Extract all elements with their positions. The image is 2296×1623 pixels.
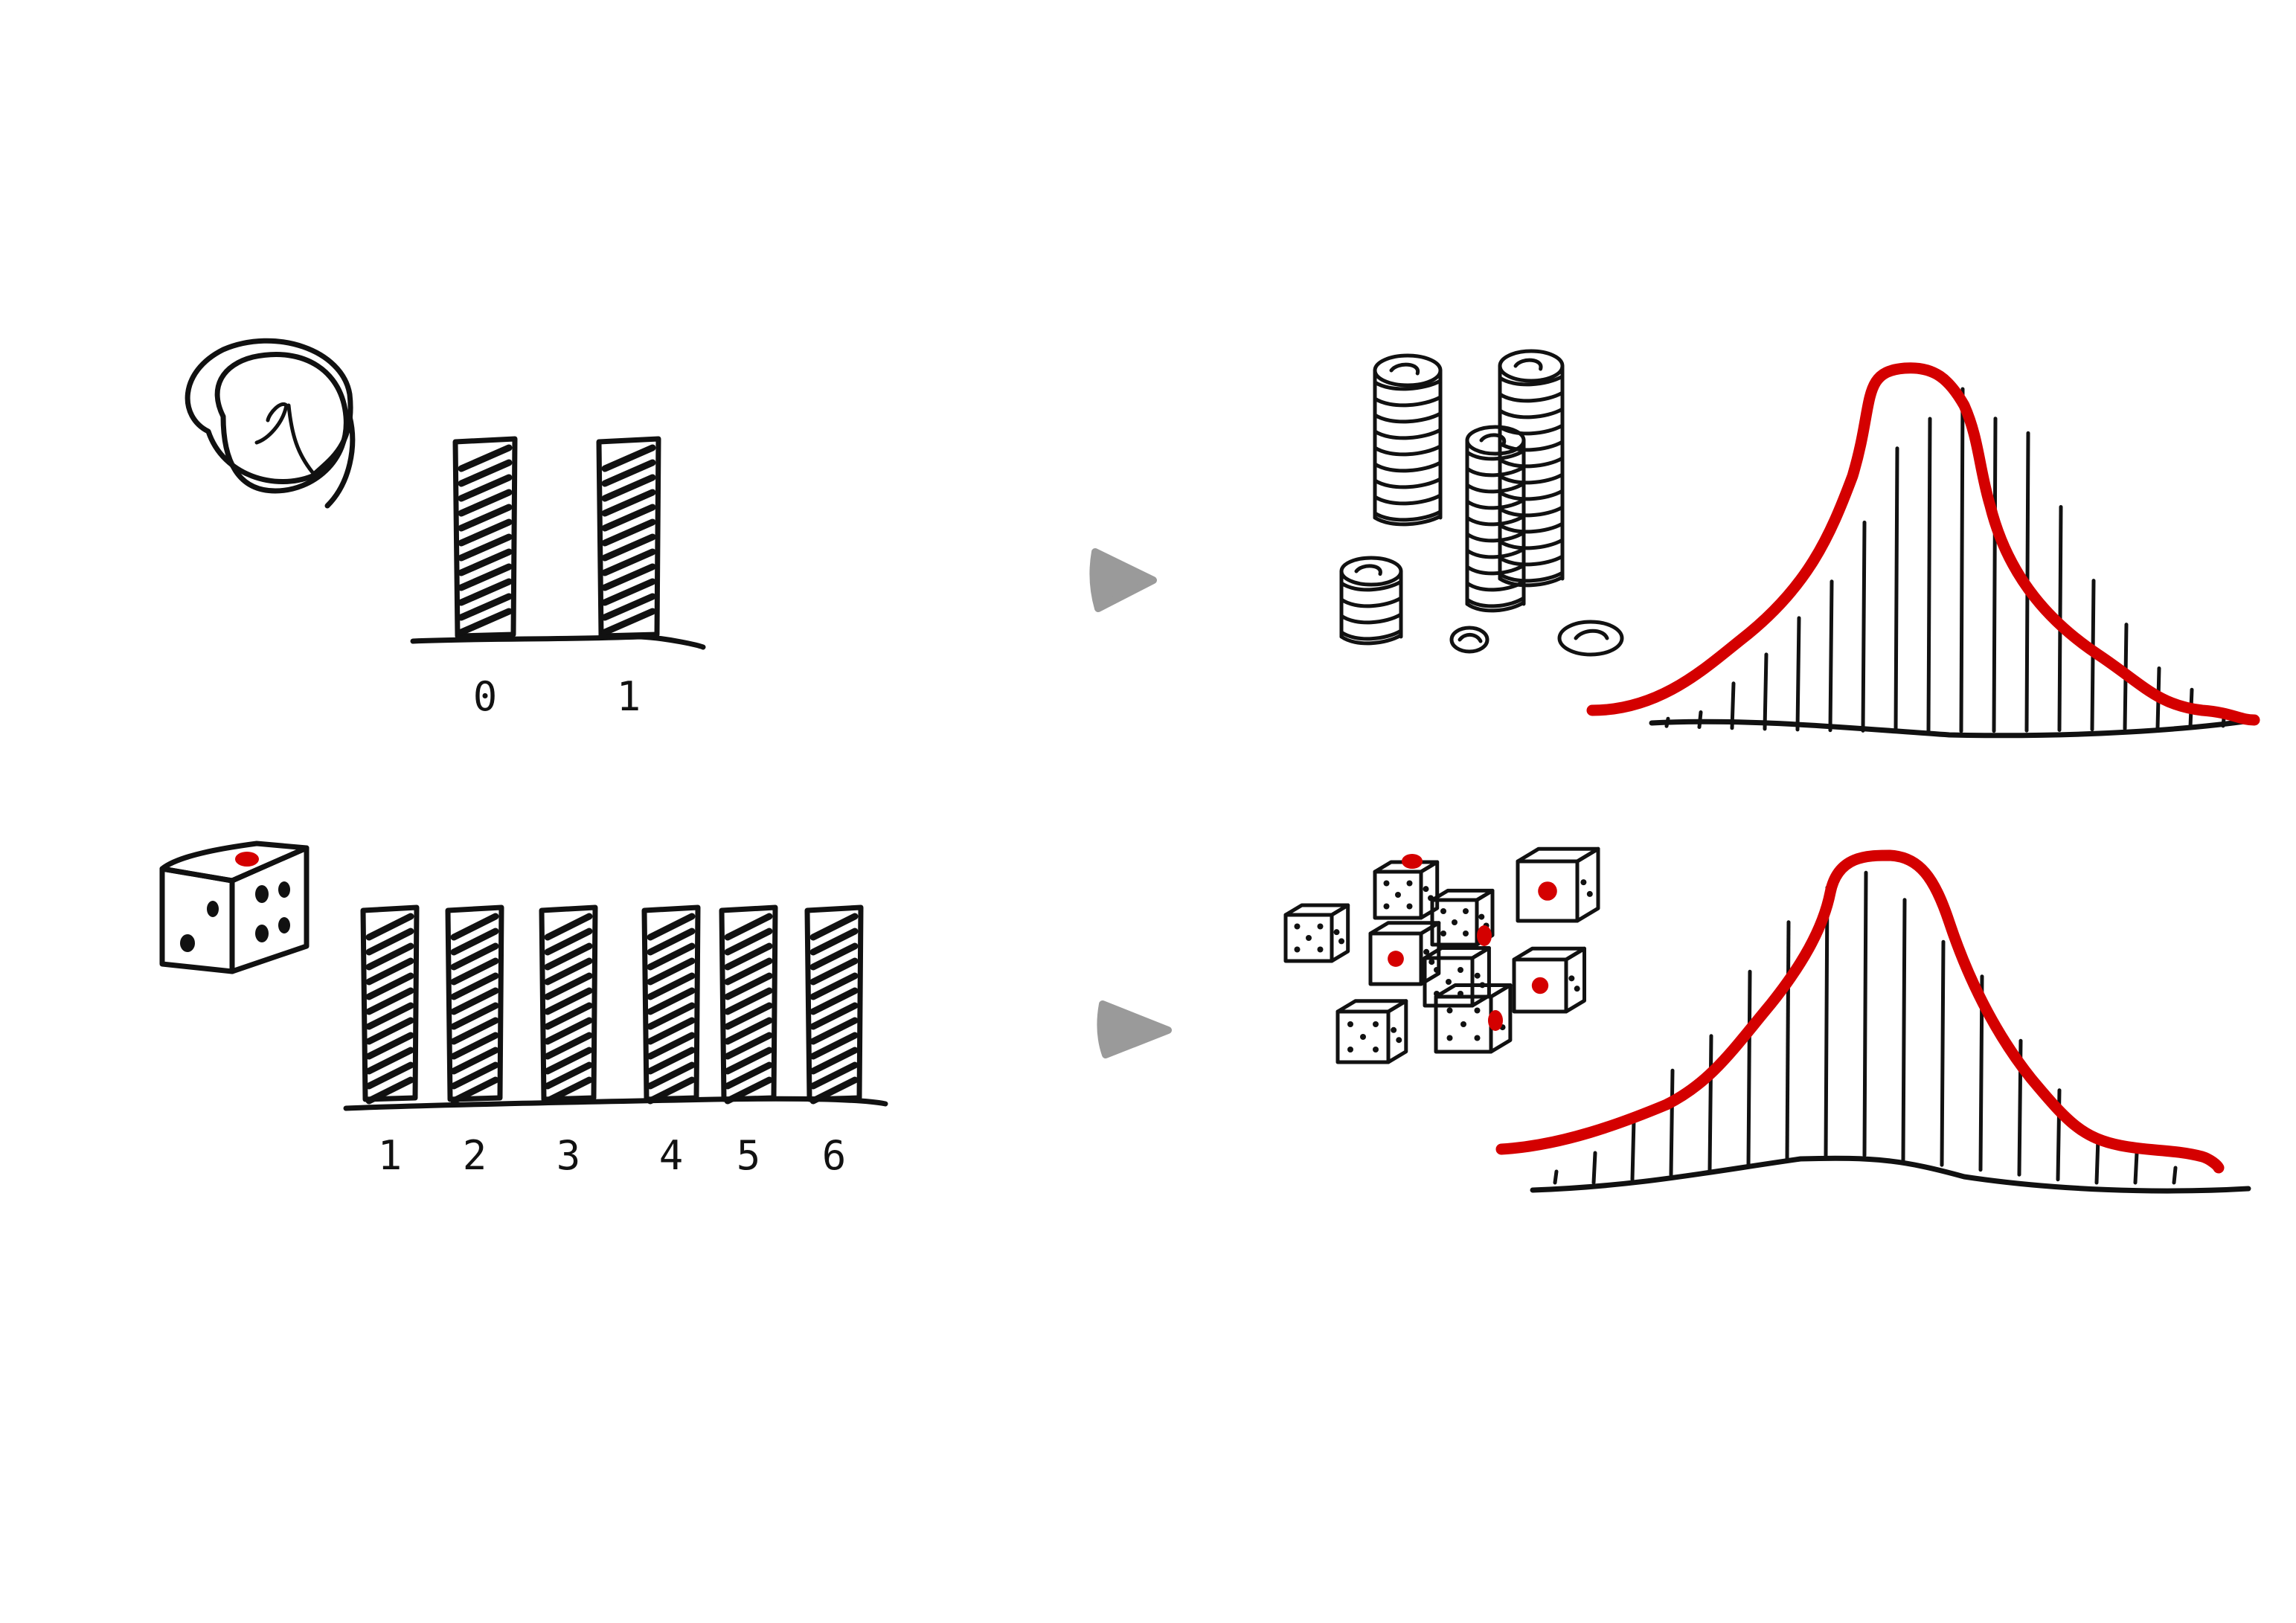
normal-curve (1495, 849, 2225, 1174)
histogram-bar (1901, 898, 1907, 1163)
histogram-bar (1828, 579, 1834, 733)
dice-tick-label: 5 (737, 1132, 761, 1179)
coin-stack (1465, 425, 1526, 613)
histogram-bar (1553, 1169, 1559, 1185)
x-axis (343, 1096, 888, 1111)
histogram-bar (2133, 1151, 2139, 1185)
dice-tick-label: 6 (822, 1132, 847, 1179)
coin-stack (1498, 349, 1565, 588)
coin-stacks-icon (1339, 349, 1624, 657)
histogram-bar (1959, 387, 1965, 733)
hist1-baseline (1649, 717, 2257, 739)
die-icon (1512, 946, 1586, 1014)
dice-bar-4 (641, 904, 701, 1105)
die-icon (1368, 921, 1441, 986)
dice-bar-5 (719, 904, 778, 1105)
arrow-right-icon (1089, 548, 1157, 612)
histogram-bar (1707, 1034, 1713, 1172)
coin-stack (1373, 353, 1443, 527)
histogram-bar (1746, 969, 1752, 1167)
coin-sum-histogram (1586, 362, 2260, 739)
dice-tick-label: 3 (557, 1132, 581, 1179)
coin-stack (1339, 556, 1403, 646)
histogram-bar (1940, 939, 1946, 1167)
coin-tick-label: 1 (617, 673, 641, 720)
die-icon (1373, 860, 1440, 920)
coin-bar-1 (596, 436, 661, 639)
dice-distribution-chart: 1 2 3 4 5 6 (343, 904, 888, 1179)
dice-bar-6 (804, 904, 864, 1105)
histogram-bar (1591, 1151, 1597, 1185)
histogram-bar (1824, 885, 1830, 1157)
die-icon (1516, 846, 1600, 923)
many-dice-icon (1283, 846, 1600, 1064)
coin-icon (185, 338, 356, 509)
hist2-baseline (1530, 1155, 2251, 1194)
die-icon (159, 841, 310, 974)
histogram-bar (1785, 920, 1791, 1163)
die-icon (1283, 903, 1350, 963)
die-icon (1335, 999, 1408, 1064)
dice-bar-3 (539, 904, 598, 1105)
coin-bar-0 (452, 436, 518, 639)
dice-bar-1 (360, 904, 420, 1105)
histogram-bar (1861, 520, 1867, 733)
normal-curve (1586, 362, 2260, 726)
dice-tick-label: 4 (659, 1132, 684, 1179)
histogram-bar (1795, 616, 1801, 732)
histogram-bar (1763, 652, 1769, 731)
dice-tick-label: 2 (463, 1132, 487, 1179)
dice-sum-histogram (1495, 849, 2251, 1194)
histogram-bar (2094, 1136, 2100, 1185)
histogram-bar (1630, 1118, 1636, 1182)
dice-tick-label: 1 (378, 1132, 403, 1179)
histogram-bar (1926, 417, 1932, 733)
arrow-right-icon (1097, 1000, 1172, 1058)
dice-bar-2 (445, 904, 504, 1105)
histogram-bar (1669, 1068, 1675, 1177)
histogram-bar (1862, 870, 1868, 1157)
x-axis (410, 634, 706, 650)
histogram-bar (1992, 417, 1998, 733)
coin-tick-label: 0 (473, 673, 498, 720)
die-icon (1430, 888, 1495, 947)
histogram-bar (2172, 1166, 2178, 1185)
histogram-bar (1893, 446, 1899, 733)
